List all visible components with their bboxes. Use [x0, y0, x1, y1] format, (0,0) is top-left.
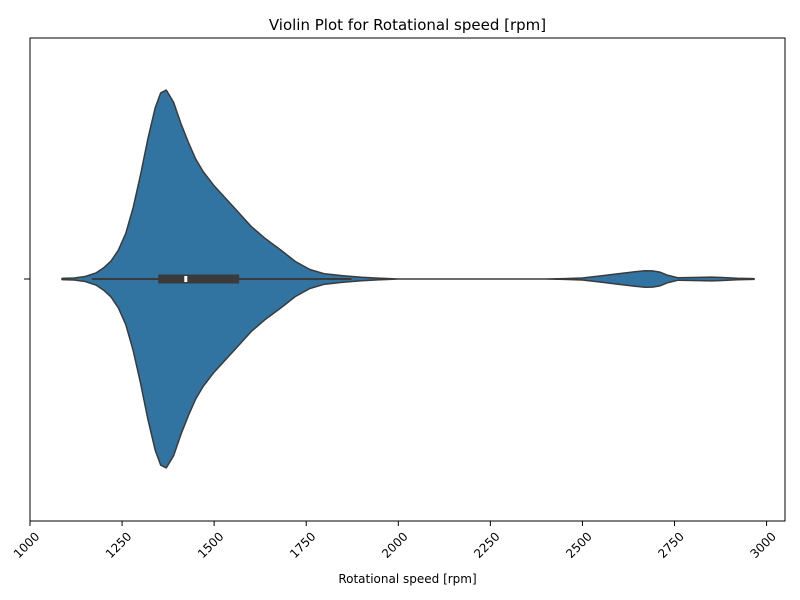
x-ticks: 1000 1250 1500 1750 2000 2250 2500 2750 3000 [11, 521, 779, 561]
x-tick-label: 2000 [379, 529, 410, 560]
x-tick-label: 2750 [655, 529, 686, 560]
x-tick-label: 1750 [287, 529, 318, 560]
x-tick-label: 2250 [471, 529, 502, 560]
x-tick-label: 1000 [11, 529, 42, 560]
x-tick-label: 1500 [195, 529, 226, 560]
x-tick-label: 1250 [103, 529, 134, 560]
interquartile-box [158, 274, 240, 284]
x-tick-label: 3000 [747, 529, 778, 560]
box-layer [91, 274, 352, 284]
chart-title: Violin Plot for Rotational speed [rpm] [269, 16, 546, 34]
x-axis-label: Rotational speed [rpm] [338, 572, 476, 586]
x-tick-label: 2500 [563, 529, 594, 560]
median-marker [184, 276, 188, 282]
